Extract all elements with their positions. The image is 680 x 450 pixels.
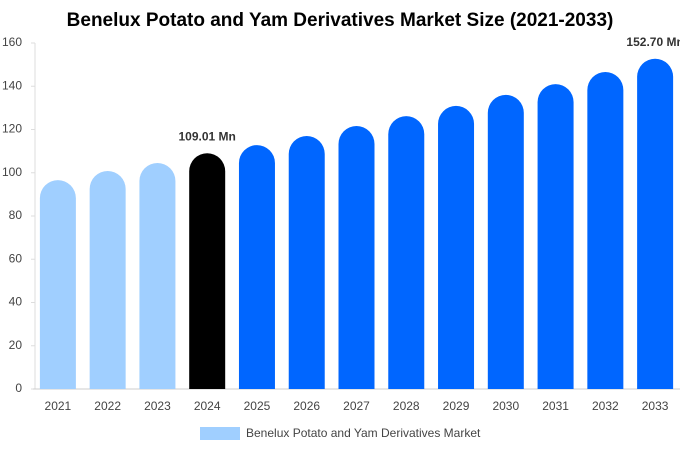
chart-title: Benelux Potato and Yam Derivatives Marke… [67,10,614,31]
x-tick-label: 2023 [144,399,171,413]
bar [189,153,226,389]
x-tick-label: 2024 [194,399,221,413]
y-tick-label: 60 [9,251,23,265]
bar [39,180,76,389]
bar [238,145,275,389]
x-tick-label: 2026 [293,399,320,413]
x-tick-label: 2029 [443,399,470,413]
legend-swatch [200,427,240,440]
bar [587,71,624,389]
y-tick-label: 80 [9,208,23,222]
bar [438,105,475,390]
y-tick-label: 140 [2,78,22,92]
x-tick-label: 2031 [542,399,569,413]
y-tick-label: 40 [9,295,23,309]
x-tick-label: 2021 [45,399,72,413]
bar [139,163,176,389]
y-tick-label: 120 [2,122,22,136]
x-tick-label: 2028 [393,399,420,413]
bar [89,171,126,389]
y-tick-label: 100 [2,165,22,179]
y-tick-label: 160 [2,35,22,49]
y-tick-label: 0 [15,381,22,395]
x-tick-label: 2030 [492,399,519,413]
bar [537,84,574,390]
x-tick-label: 2027 [343,399,370,413]
bar [288,135,325,389]
x-tick-label: 2025 [244,399,271,413]
y-tick-label: 20 [9,338,23,352]
bar [637,58,674,389]
x-tick-label: 2033 [642,399,669,413]
legend-label: Benelux Potato and Yam Derivatives Marke… [246,426,481,440]
value-label: 109.01 Mn [179,129,236,143]
bar [388,116,425,390]
x-tick-label: 2022 [94,399,121,413]
bar [338,126,375,390]
x-tick-label: 2032 [592,399,619,413]
bar [487,94,524,389]
value-label: 152.70 Mn [626,35,680,49]
